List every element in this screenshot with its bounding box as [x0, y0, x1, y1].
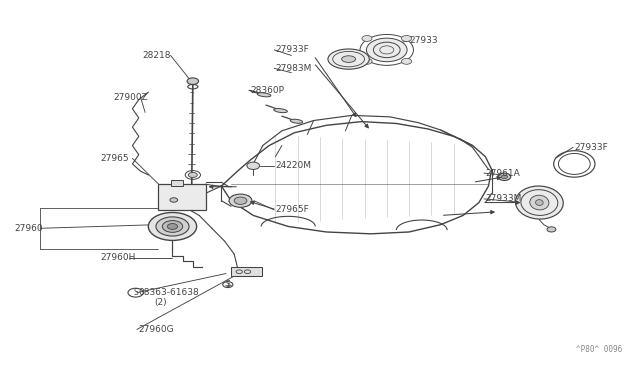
Text: 08363-61638: 08363-61638: [139, 288, 200, 297]
Text: 27933: 27933: [409, 36, 438, 45]
Circle shape: [229, 194, 252, 207]
Text: 27960H: 27960H: [100, 253, 136, 262]
Bar: [171, 180, 183, 186]
Circle shape: [498, 173, 511, 180]
Text: 27983M: 27983M: [275, 64, 312, 73]
Text: S: S: [225, 280, 230, 289]
Circle shape: [187, 78, 198, 84]
Circle shape: [148, 212, 196, 240]
Circle shape: [501, 175, 508, 179]
Text: 27965: 27965: [100, 154, 129, 163]
Text: 27933F: 27933F: [275, 45, 309, 54]
Text: 27933F: 27933F: [574, 143, 608, 152]
Text: 27900Z: 27900Z: [113, 93, 148, 102]
Ellipse shape: [257, 93, 271, 97]
Bar: [231, 267, 262, 276]
Circle shape: [401, 58, 412, 64]
Circle shape: [170, 198, 177, 202]
Ellipse shape: [328, 49, 369, 69]
Ellipse shape: [530, 195, 549, 210]
Circle shape: [362, 35, 372, 41]
Circle shape: [188, 172, 197, 177]
Circle shape: [401, 35, 412, 41]
Ellipse shape: [274, 109, 287, 113]
Text: 27960: 27960: [15, 224, 44, 233]
Circle shape: [156, 217, 189, 236]
Circle shape: [247, 162, 260, 170]
Circle shape: [163, 221, 182, 232]
Text: 27960G: 27960G: [139, 325, 175, 334]
Text: 24220M: 24220M: [275, 161, 312, 170]
Circle shape: [547, 227, 556, 232]
Ellipse shape: [291, 119, 303, 123]
Text: S: S: [133, 288, 138, 297]
Text: (2): (2): [155, 298, 167, 307]
Circle shape: [234, 197, 247, 204]
Ellipse shape: [536, 200, 543, 205]
Bar: [158, 184, 205, 210]
Text: 27933M: 27933M: [485, 195, 522, 203]
Text: 27965F: 27965F: [275, 205, 309, 214]
Circle shape: [168, 224, 177, 230]
Text: 28360P: 28360P: [250, 86, 284, 95]
Text: ^P80^ 0096: ^P80^ 0096: [576, 345, 622, 354]
Ellipse shape: [342, 56, 356, 62]
Text: 27961A: 27961A: [485, 169, 520, 177]
Text: 28218: 28218: [142, 51, 170, 60]
Circle shape: [362, 58, 372, 64]
Circle shape: [367, 38, 407, 62]
Ellipse shape: [515, 186, 563, 219]
